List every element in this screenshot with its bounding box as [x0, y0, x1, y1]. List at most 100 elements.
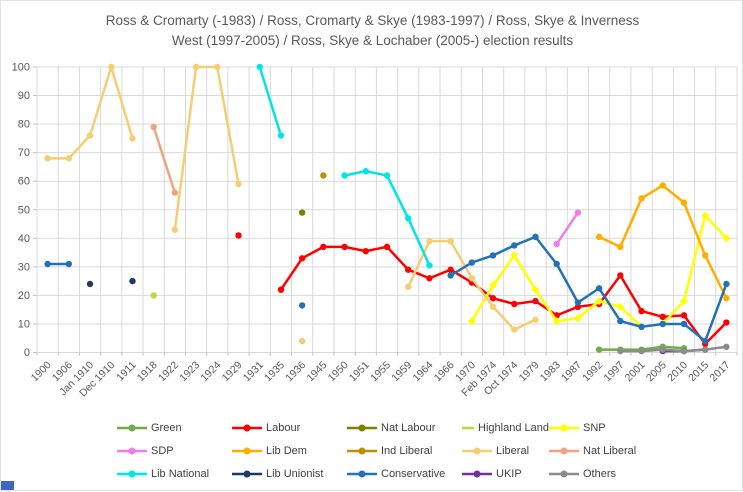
data-point-lib-national [426, 262, 433, 269]
data-point-conservative [511, 242, 518, 249]
legend-item-lib-national: Lib National [117, 466, 232, 482]
legend-swatch-marker [243, 470, 251, 478]
data-point-labour [383, 243, 391, 251]
data-point-conservative [44, 260, 51, 268]
x-axis-label: 1992 [580, 359, 605, 384]
x-axis-label: 2010 [665, 359, 690, 384]
legend-swatch-highland-land [462, 426, 475, 430]
chart-title-line2: West (1997-2005) / Ross, Skye & Lochaber… [171, 32, 574, 48]
data-point-conservative [65, 260, 73, 268]
legend-label-nat-labour: Nat Labour [381, 422, 436, 434]
legend-item-others: Others [549, 466, 636, 482]
data-point-labour [532, 297, 539, 305]
data-point-liberal [532, 316, 539, 323]
data-point-labour [320, 243, 327, 251]
data-point-conservative [723, 280, 730, 288]
legend-item-nat-liberal: Nat Liberal [549, 443, 636, 459]
series-line-snp [470, 214, 728, 329]
data-point-ind-liberal [320, 172, 327, 179]
x-axis-label: 1987 [559, 359, 584, 384]
legend-swatch-conservative [347, 470, 377, 478]
data-point-snp [489, 281, 498, 290]
legend-swatch-lib-national [117, 470, 147, 478]
data-point-conservative [595, 285, 603, 292]
legend-swatch-marker [243, 424, 251, 432]
data-point-liberal [44, 155, 51, 162]
data-point-liberal [192, 63, 200, 71]
data-point-liberal [298, 337, 306, 345]
x-axis-label: 1951 [347, 359, 372, 384]
data-point-snp [679, 297, 688, 306]
data-point-liberal [405, 283, 412, 291]
data-point-snp [531, 285, 540, 294]
data-point-liberal [426, 237, 433, 245]
y-axis-label: 40 [18, 233, 30, 245]
legend-swatch-others [549, 470, 579, 478]
data-point-labour [235, 232, 242, 239]
data-point-snp [595, 297, 604, 306]
data-point-nat-liberal [150, 123, 157, 131]
x-axis-label: 1966 [432, 359, 457, 384]
data-point-liberal [65, 155, 73, 162]
legend-swatch-marker [128, 424, 136, 432]
series-line-sdp [555, 211, 580, 246]
series-line-lib-national [343, 169, 431, 267]
x-axis-label: 1931 [241, 359, 266, 384]
data-point-conservative [447, 272, 454, 279]
data-point-conservative [659, 320, 666, 328]
x-axis-label: 1929 [220, 359, 245, 384]
data-point-liberal [108, 63, 115, 71]
data-point-liberal [171, 226, 179, 233]
data-point-lib-national [383, 172, 391, 179]
legend-label-snp: SNP [583, 422, 606, 434]
legend-swatch-lib-unionist [232, 470, 262, 478]
y-axis-label: 60 [18, 176, 30, 188]
legend-swatch-marker [243, 447, 251, 455]
legend-label-sdp: SDP [151, 445, 174, 457]
x-axis-label: 1997 [601, 359, 626, 384]
y-axis-label: 20 [18, 290, 30, 302]
data-point-lib-unionist [129, 277, 136, 285]
series-line-liberal [46, 65, 134, 160]
data-point-conservative [532, 233, 539, 241]
data-point-lib-dem [701, 252, 709, 259]
data-point-labour [405, 266, 412, 273]
data-point-others [638, 347, 645, 355]
data-point-liberal [511, 326, 518, 333]
corner-selection-artifact [1, 481, 14, 490]
data-point-lib-dem [617, 243, 624, 251]
data-point-lib-national [341, 172, 348, 179]
legend-label-conservative: Conservative [381, 468, 446, 480]
data-point-others [617, 347, 624, 355]
data-point-labour [447, 266, 454, 273]
data-point-lib-unionist [86, 280, 94, 288]
data-point-nat-labour [298, 209, 306, 216]
y-axis-label: 100 [12, 62, 30, 74]
y-axis-label: 0 [24, 347, 30, 359]
legend-item-lib-dem: Lib Dem [232, 443, 347, 459]
x-axis-label: 1964 [411, 359, 436, 384]
data-point-conservative [680, 320, 688, 328]
data-point-highland-land [150, 292, 157, 299]
data-point-snp [467, 317, 476, 326]
data-point-sdp [553, 240, 560, 248]
data-point-labour [298, 255, 306, 262]
data-point-snp [573, 314, 582, 323]
data-point-snp [701, 211, 710, 220]
data-point-conservative [468, 259, 476, 266]
legend-item-green: Green [117, 420, 232, 436]
y-axis-label: 10 [18, 318, 30, 330]
legend-swatch-marker [560, 424, 568, 432]
data-point-liberal [468, 275, 476, 282]
data-point-labour [659, 313, 666, 321]
data-point-others [659, 346, 666, 353]
legend-item-labour: Labour [232, 420, 347, 436]
legend-swatch-snp [549, 424, 579, 432]
data-point-conservative [489, 252, 497, 259]
data-point-labour [617, 272, 624, 279]
data-point-lib-dem [723, 295, 730, 302]
x-axis-label: 2005 [644, 359, 669, 384]
legend-label-lib-unionist: Lib Unionist [266, 468, 324, 480]
legend-item-conservative: Conservative [347, 466, 462, 482]
